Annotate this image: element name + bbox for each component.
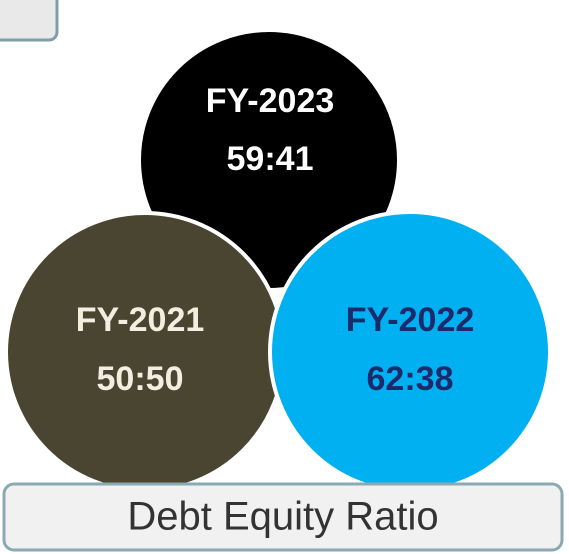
circles: FY-2023 59:41 FY-2021 50:50 FY-2022 62:38 bbox=[4, 28, 552, 494]
circle bbox=[268, 210, 552, 494]
corner-box bbox=[0, 0, 59, 42]
caption: Debt Equity Ratio bbox=[127, 495, 438, 539]
caption-box bbox=[2, 482, 564, 552]
node-label: FY-2023 bbox=[206, 82, 335, 120]
node-label: FY-2022 bbox=[346, 301, 475, 339]
node-value: 62:38 bbox=[367, 360, 454, 398]
node-value: 59:41 bbox=[227, 140, 314, 178]
node-label: FY-2021 bbox=[76, 301, 205, 339]
circle bbox=[4, 211, 286, 493]
node-value: 50:50 bbox=[97, 360, 184, 398]
